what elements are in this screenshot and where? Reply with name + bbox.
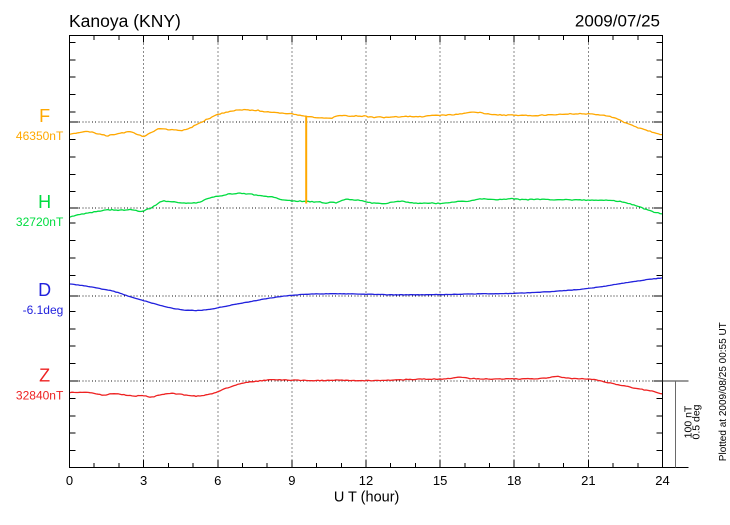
svg-text:Kanoya (KNY): Kanoya (KNY) [69,11,181,31]
svg-text:F: F [39,106,50,126]
svg-text:0: 0 [66,473,73,488]
svg-text:18: 18 [507,473,521,488]
svg-text:32840nT: 32840nT [16,388,64,402]
svg-text:15: 15 [433,473,447,488]
svg-text:6: 6 [214,473,221,488]
svg-text:Plotted at 2009/08/25 00:55 UT: Plotted at 2009/08/25 00:55 UT [718,322,729,461]
svg-text:21: 21 [581,473,595,488]
svg-text:24: 24 [655,473,669,488]
svg-text:2009/07/25: 2009/07/25 [575,12,660,31]
svg-text:0.5 deg: 0.5 deg [691,404,703,439]
svg-text:12: 12 [359,473,373,488]
svg-text:-6.1deg: -6.1deg [23,303,64,317]
svg-text:D: D [38,280,51,300]
svg-text:9: 9 [288,473,295,488]
svg-text:H: H [38,192,51,212]
svg-text:Z: Z [39,365,50,385]
svg-text:3: 3 [140,473,147,488]
svg-text:32720nT: 32720nT [16,215,64,229]
svg-text:100 nT: 100 nT [683,405,695,438]
svg-text:U T (hour): U T (hour) [334,489,400,505]
svg-text:46350nT: 46350nT [16,129,64,143]
